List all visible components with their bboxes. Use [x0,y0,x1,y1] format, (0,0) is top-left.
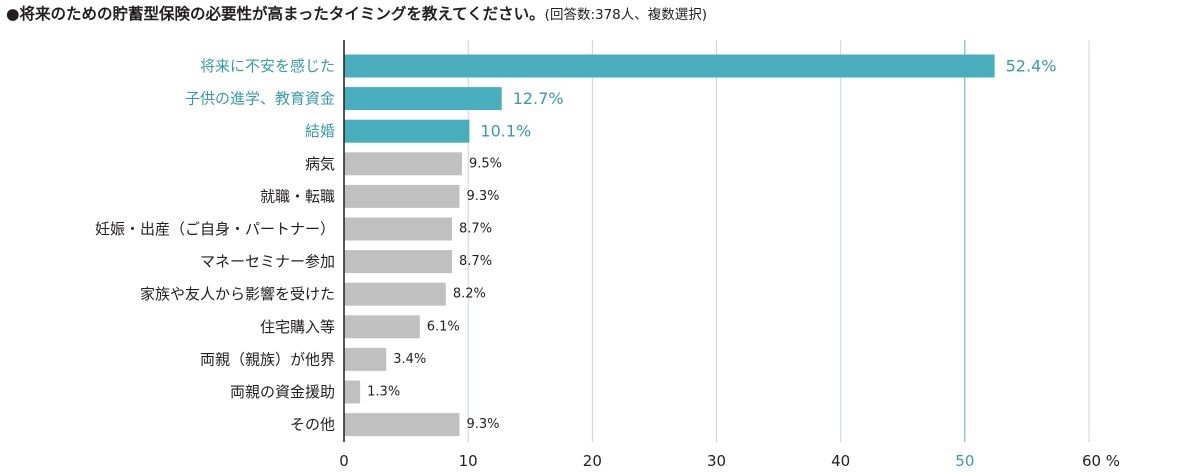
value-label-3: 9.5% [469,156,502,171]
bar-10 [344,380,361,404]
x-tick-label-0: 0 [339,452,349,470]
bar-8 [344,315,420,339]
category-label-0: 将来に不安を感じた [200,57,335,75]
x-tick-label-10: 10 [459,452,478,470]
category-label-10: 両親の資金援助 [230,383,335,401]
value-label-1: 12.7% [513,89,564,108]
value-label-0: 52.4% [1006,57,1057,76]
value-label-4: 9.3% [466,189,499,204]
bar-2 [344,119,470,143]
value-label-7: 8.2% [453,287,486,302]
category-label-9: 両親（親族）が他界 [200,350,335,368]
category-label-5: 妊娠・出産（ご自身・パートナー） [95,220,335,238]
category-label-3: 病気 [305,155,335,173]
bar-11 [344,413,460,437]
x-tick-label-30: 30 [707,452,726,470]
x-tick-label-50: 50 [955,452,974,470]
bar-7 [344,282,446,306]
value-label-11: 9.3% [466,417,499,432]
bar-3 [344,152,462,176]
category-label-8: 住宅購入等 [260,318,335,336]
value-label-9: 3.4% [393,352,426,367]
bar-4 [344,184,460,208]
chart-note: (回答数:378人、複数選択) [544,7,708,23]
value-label-2: 10.1% [480,122,531,141]
category-label-11: その他 [290,416,335,434]
category-label-4: 就職・転職 [260,187,335,205]
x-tick-label-20: 20 [583,452,602,470]
category-label-1: 子供の進学、教育資金 [185,90,335,108]
chart-title-text: ●将来のための貯蓄型保険の必要性が高まったタイミングを教えてください。 [6,5,545,23]
category-label-2: 結婚 [305,122,335,140]
x-tick-label-40: 40 [831,452,850,470]
value-label-8: 6.1% [427,319,460,334]
bar-6 [344,250,453,274]
bar-1 [344,87,502,111]
category-label-6: マネーセミナー参加 [200,253,335,271]
value-label-5: 8.7% [459,222,492,237]
bar-9 [344,347,387,371]
x-tick-label-60: 60 % [1082,452,1120,470]
category-label-7: 家族や友人から影響を受けた [140,285,335,303]
value-label-10: 1.3% [367,385,400,400]
bar-0 [344,54,995,78]
bar-5 [344,217,453,241]
chart-title: ●将来のための貯蓄型保険の必要性が高まったタイミングを教えてください。(回答数:… [6,2,707,24]
value-label-6: 8.7% [459,254,492,269]
